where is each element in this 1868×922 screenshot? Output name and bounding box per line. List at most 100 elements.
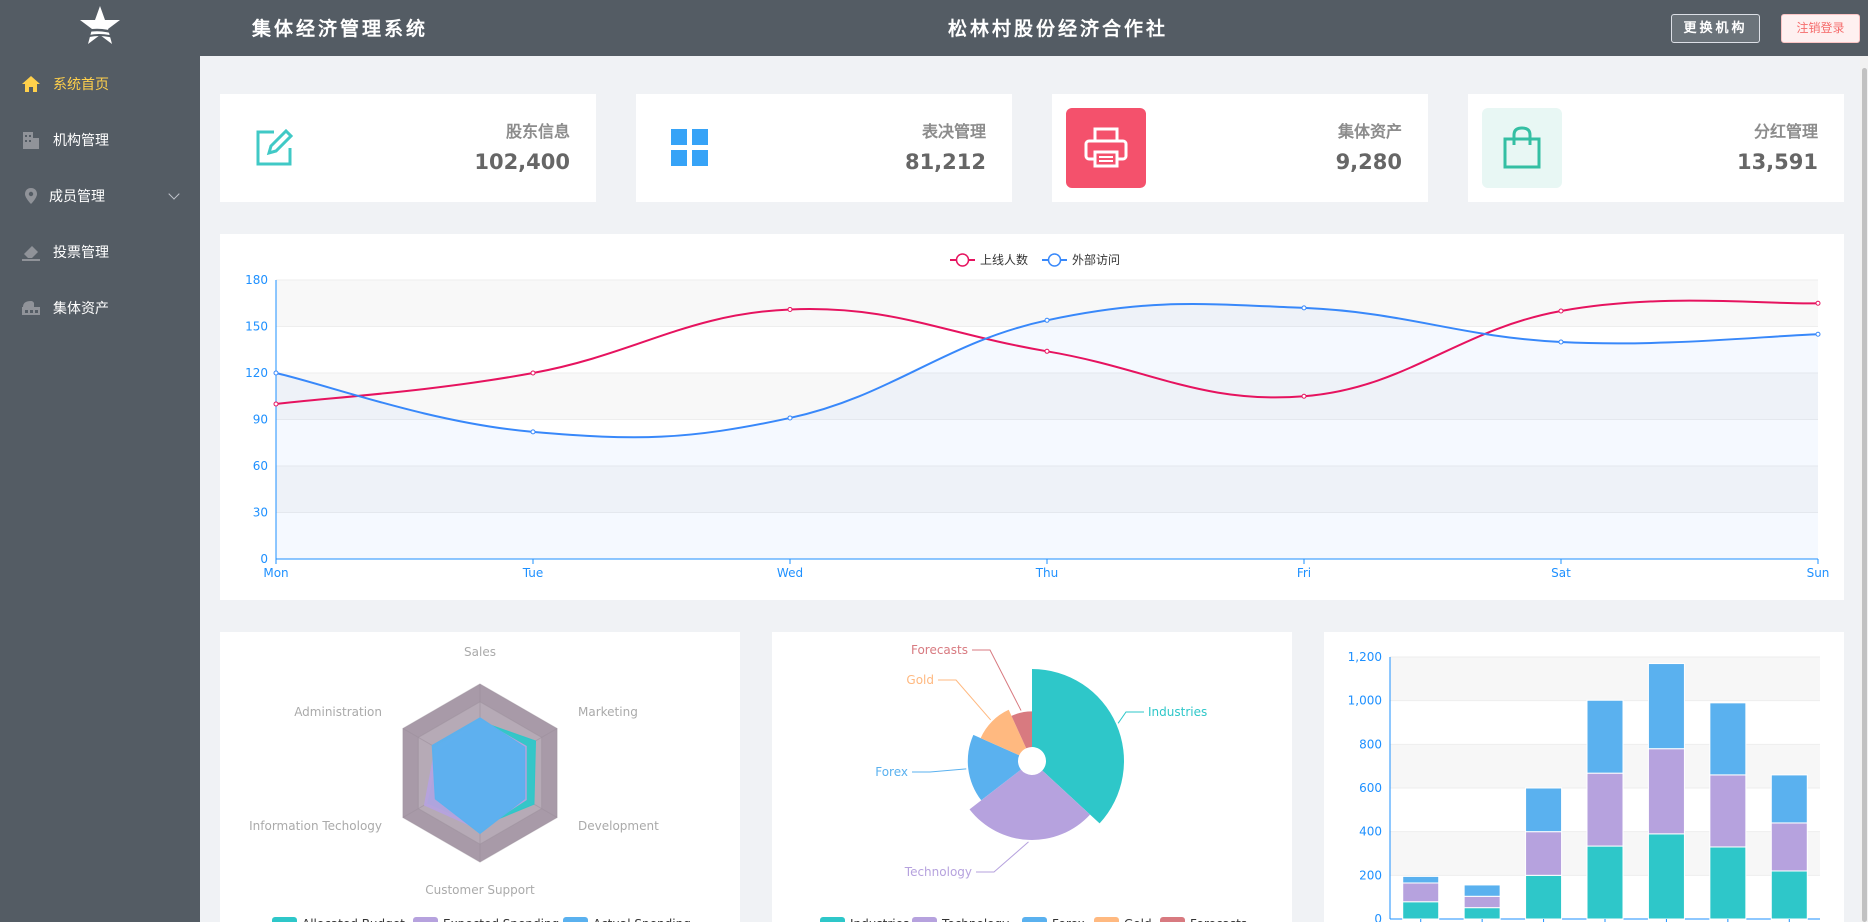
legend-marker: [1022, 917, 1047, 922]
bar-segment: [1709, 774, 1747, 848]
radar-indicator-label: Customer Support: [425, 883, 535, 897]
bar-segment: [1402, 901, 1440, 920]
bank-icon: [20, 297, 42, 319]
sidebar-item-home[interactable]: 系统首页: [0, 56, 200, 112]
pie-slice-industries: [1032, 669, 1124, 824]
building-icon: [20, 129, 42, 151]
scrollbar-thumb[interactable]: [1862, 68, 1867, 922]
y-tick-label: 30: [253, 506, 268, 520]
sidebar-item-members[interactable]: 成员管理: [0, 168, 200, 224]
x-tick-label: Mon: [263, 566, 288, 580]
sidebar-item-label: 投票管理: [53, 245, 109, 261]
data-point: [1044, 317, 1050, 323]
shopping-bag-icon: [1482, 108, 1562, 188]
data-point: [1044, 348, 1050, 354]
pie-label-line: [912, 768, 967, 773]
location-pin-icon: [20, 185, 42, 207]
legend-label: Gold: [1124, 917, 1152, 922]
stat-value: 13,591: [1736, 150, 1818, 174]
stat-label: 集体资产: [1337, 122, 1402, 141]
pie-label-line: [1117, 711, 1144, 724]
legend-marker: [413, 917, 438, 922]
legend-label: Actual Spending: [593, 917, 691, 922]
sidebar-item-label: 系统首页: [53, 77, 109, 93]
data-point: [1558, 339, 1564, 345]
sidebar-item-label: 成员管理: [49, 189, 105, 205]
bar-segment: [1770, 822, 1808, 872]
radar-indicator-label: Administration: [294, 705, 382, 719]
legend-label: Expected Spending: [443, 917, 559, 922]
x-tick-label: Tue: [522, 566, 544, 580]
x-tick-label: Sat: [1551, 566, 1571, 580]
pie-slice-label: Gold: [906, 673, 934, 687]
legend-label: Forecasts: [1190, 917, 1247, 922]
grid-band: [276, 373, 1818, 420]
grid-band: [276, 466, 1818, 513]
sidebar-item-assets[interactable]: 集体资产: [0, 280, 200, 336]
stat-card-dividends[interactable]: 分红管理 13,591: [1468, 94, 1844, 202]
legend-marker: [820, 917, 845, 922]
stat-label: 表决管理: [921, 122, 986, 141]
stat-value: 102,400: [474, 150, 570, 174]
grid-icon: [650, 108, 730, 188]
bar-segment: [1525, 787, 1563, 833]
legend-marker: [955, 253, 970, 267]
legend-label: 外部访问: [1072, 252, 1120, 267]
stat-card-shareholders[interactable]: 股东信息 102,400: [220, 94, 596, 202]
y-tick-label: 1,200: [1348, 650, 1382, 664]
bar-segment: [1463, 884, 1501, 897]
legend-label: Forex: [1052, 917, 1085, 922]
legend-label: Allocated Budget: [302, 917, 405, 922]
organization-title: 松林村股份经济合作社: [948, 18, 1169, 40]
switch-organization-button[interactable]: 更换机构: [1671, 14, 1760, 43]
logo-star-icon: [77, 6, 121, 44]
bar-segment: [1647, 748, 1685, 835]
y-tick-label: 90: [253, 413, 268, 427]
radar-indicator-label: Development: [578, 819, 659, 833]
stat-label: 股东信息: [505, 122, 570, 141]
legend-label: 上线人数: [980, 252, 1028, 267]
bar-segment: [1586, 699, 1624, 774]
data-point: [1815, 300, 1821, 306]
pie-slice-label: Industries: [1148, 705, 1207, 719]
pie-label-line: [972, 649, 1022, 711]
x-tick-label: Sun: [1807, 566, 1830, 580]
y-tick-label: 180: [245, 273, 268, 287]
y-tick-label: 1,000: [1348, 694, 1382, 708]
legend-marker: [563, 917, 588, 922]
sidebar-item-voting[interactable]: 投票管理: [0, 224, 200, 280]
y-tick-label: 120: [245, 366, 268, 380]
y-tick-label: 0: [260, 552, 268, 566]
legend-label: Technology: [941, 917, 1009, 922]
sidebar-item-label: 机构管理: [53, 133, 109, 149]
stat-label: 分红管理: [1753, 122, 1818, 141]
sidebar-item-organization[interactable]: 机构管理: [0, 112, 200, 168]
series-area: [276, 304, 1818, 559]
stat-card-assets[interactable]: 集体资产 9,280: [1052, 94, 1428, 202]
system-title: 集体经济管理系统: [252, 18, 429, 40]
data-point: [273, 370, 279, 376]
y-tick-label: 0: [1374, 912, 1382, 922]
y-tick-label: 800: [1359, 737, 1382, 751]
radar-indicator-label: Information Techology: [249, 819, 382, 833]
pie-slice-label: Technology: [904, 865, 972, 879]
y-tick-label: 600: [1359, 781, 1382, 795]
pie-chart: Industries Technology Forex Gold Forecasts In…: [820, 643, 1247, 922]
bar-segment: [1402, 882, 1440, 903]
y-tick-label: 200: [1359, 868, 1382, 882]
logout-button[interactable]: 注销登录: [1781, 14, 1860, 43]
stat-card-voting[interactable]: 表决管理 81,212: [636, 94, 1012, 202]
line-chart: 0 30 60 90 120 150 180 Mon Tue Wed Thu Fri Sat Sun 上线人…: [245, 252, 1830, 580]
bar-chart: 0 200 400 600 800 1,000 1,200: [1348, 650, 1820, 922]
bar-segment: [1402, 875, 1440, 884]
home-icon: [20, 73, 42, 95]
bar-segment: [1709, 846, 1747, 920]
bar-segment: [1647, 833, 1685, 920]
x-tick-label: Fri: [1297, 566, 1311, 580]
radar-indicator-label: Marketing: [578, 705, 638, 719]
bar-segment: [1770, 870, 1808, 920]
bar-segment: [1709, 702, 1747, 776]
data-point: [787, 306, 793, 312]
bar-segment: [1770, 774, 1808, 824]
pie-slice-technology: [969, 769, 1091, 840]
